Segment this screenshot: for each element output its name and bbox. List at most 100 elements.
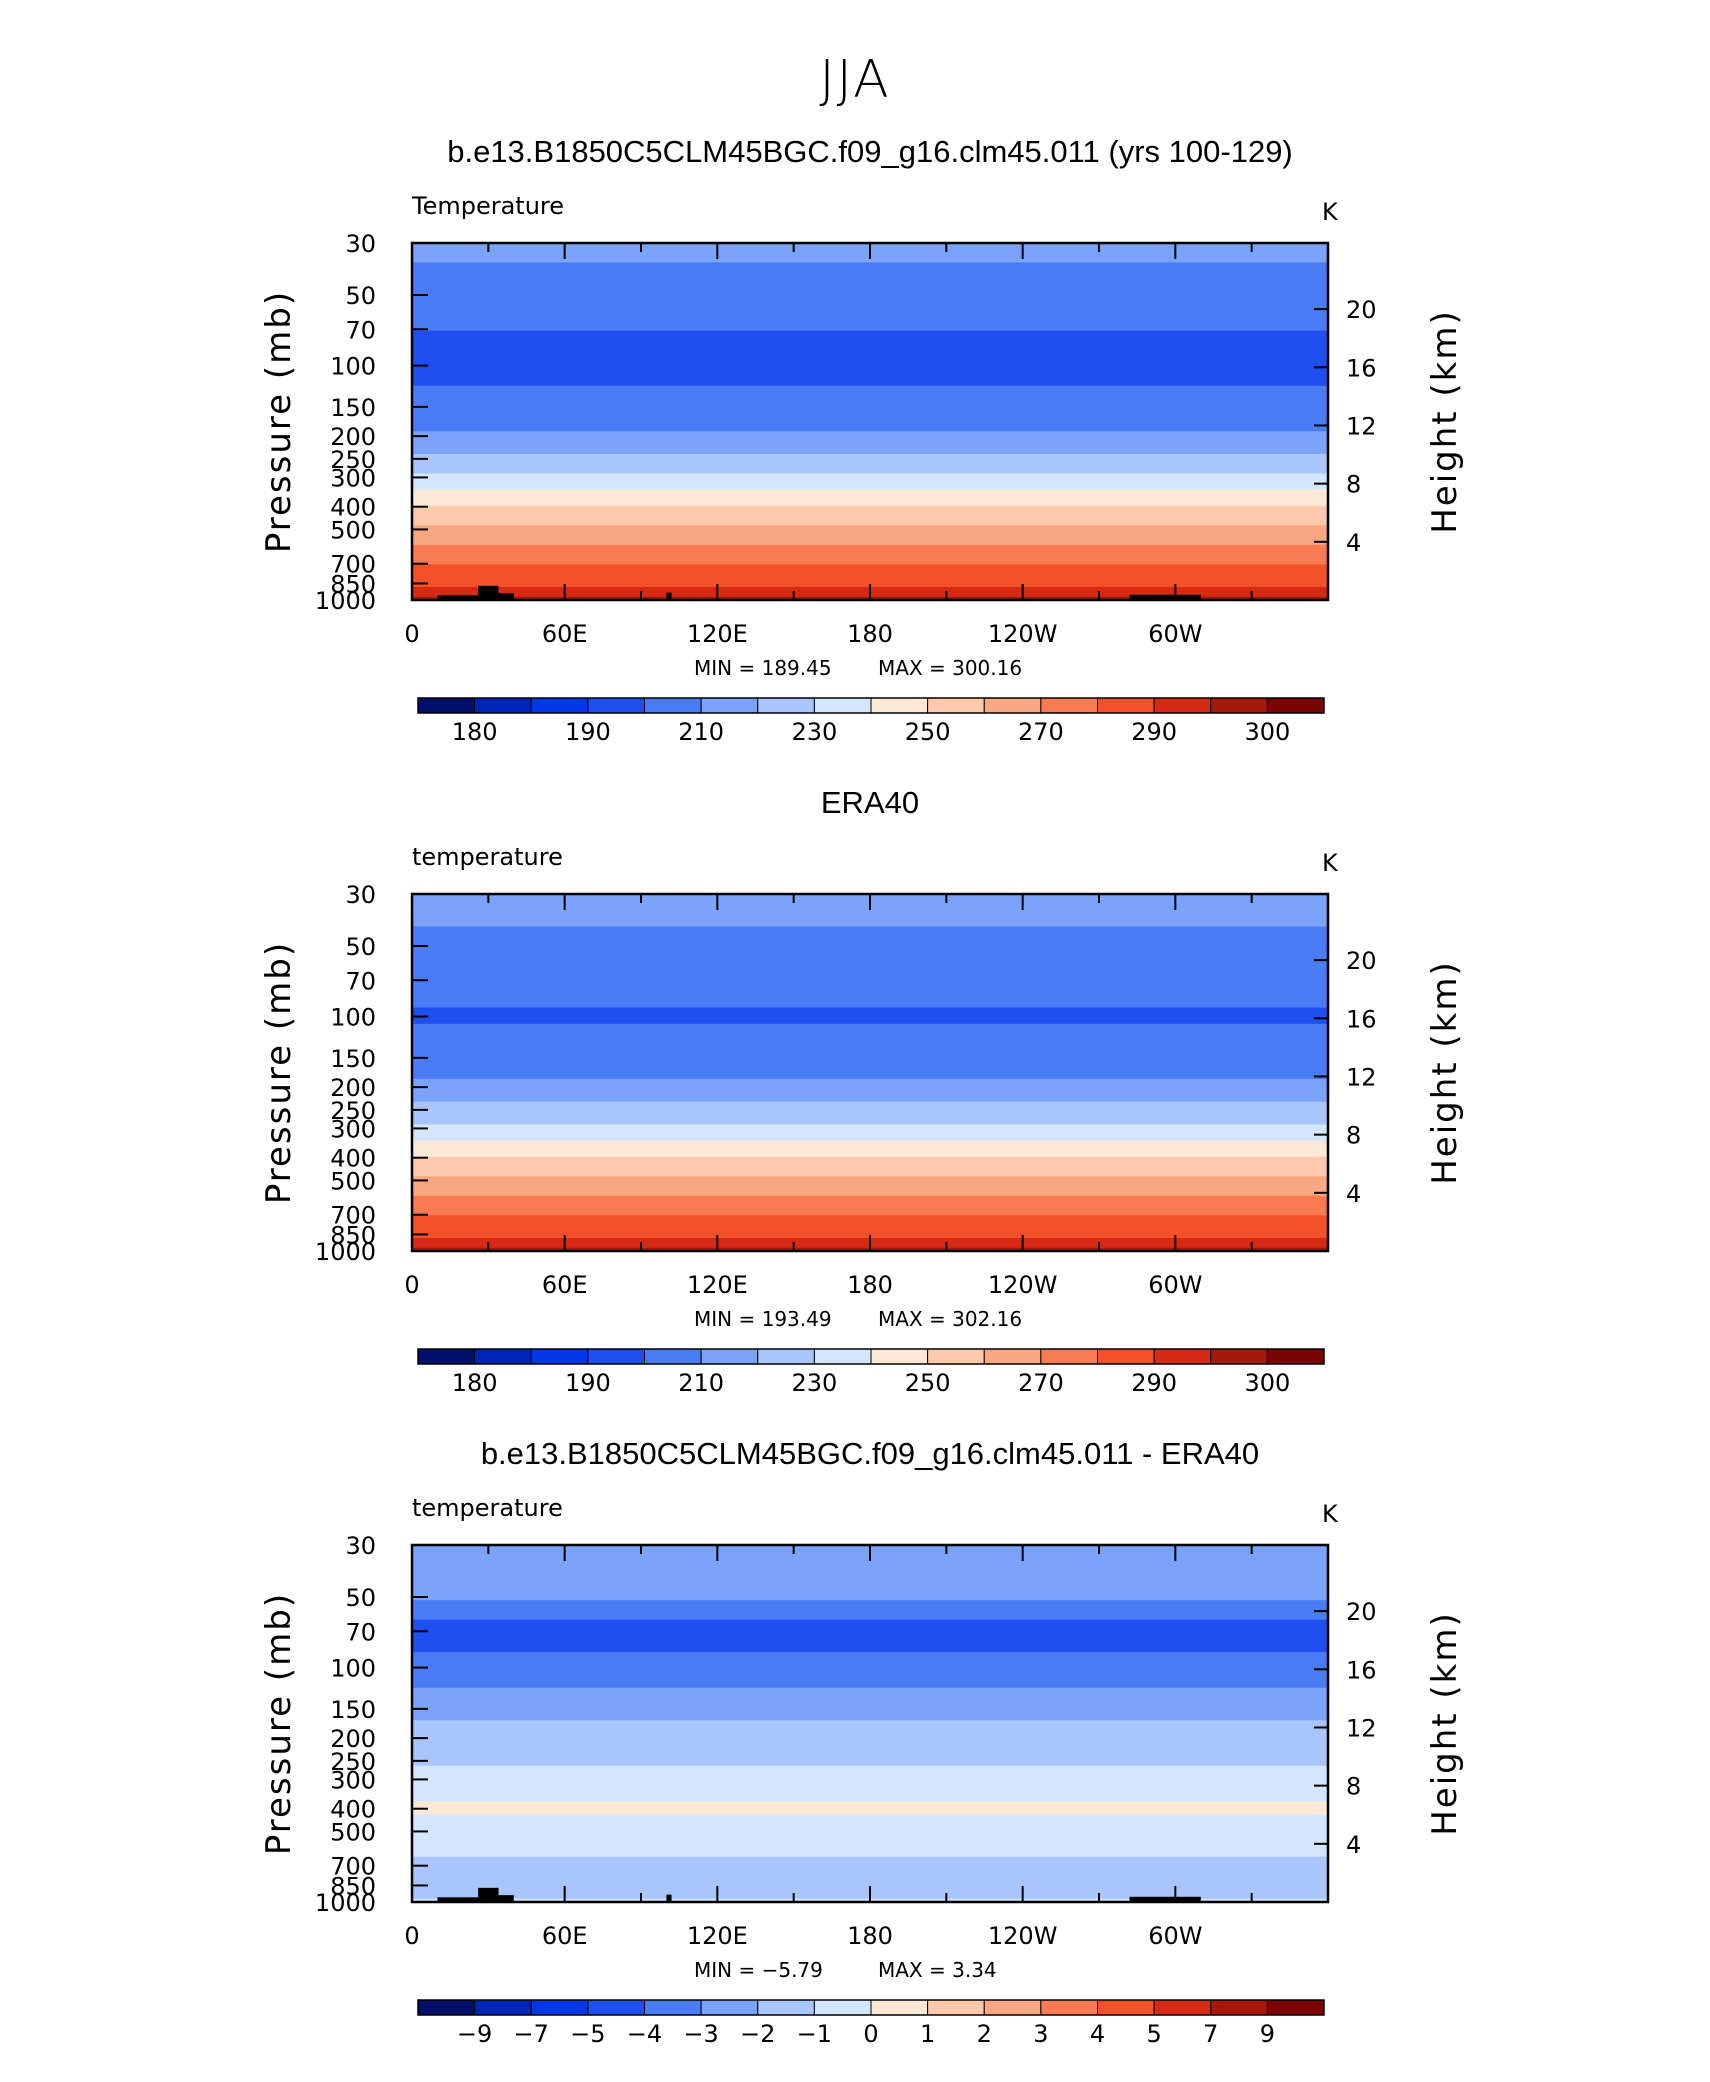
contour-band	[412, 919, 1328, 924]
contour-band	[412, 1619, 1328, 1624]
contour-band	[412, 1014, 1328, 1018]
contour-band	[412, 1811, 1328, 1815]
contour-band	[412, 1726, 1328, 1731]
contour-band	[412, 1004, 1328, 1009]
contour-band	[412, 942, 1328, 947]
y-tick-label: 500	[330, 1818, 376, 1846]
y-tick-label: 850	[330, 1221, 376, 1249]
x-tick-label: 120E	[687, 1922, 748, 1950]
contour-band	[412, 580, 1328, 585]
contour-band	[412, 1124, 1328, 1129]
colorbar-label: 210	[678, 1369, 724, 1397]
contour-band	[412, 923, 1328, 928]
contour-band	[412, 1616, 1328, 1621]
contour-band	[412, 1111, 1328, 1116]
contour-band	[412, 952, 1328, 957]
contour-band	[412, 1775, 1328, 1780]
colorbar-swatch	[700, 697, 759, 714]
contour-band	[412, 509, 1328, 513]
contour-band	[412, 431, 1328, 436]
contour-band	[412, 1642, 1328, 1647]
contour-band	[412, 1674, 1328, 1679]
contour-band	[412, 1059, 1328, 1064]
y-tick-label: 300	[330, 1115, 376, 1143]
contour-band	[412, 330, 1328, 335]
x-tick-label: 60W	[1148, 1922, 1202, 1950]
contour-band	[412, 343, 1328, 348]
contour-band	[412, 1824, 1328, 1828]
contour-band	[412, 1804, 1328, 1809]
y-tick-label: 400	[330, 1145, 376, 1173]
topography-mask	[666, 592, 672, 600]
contour-band	[412, 1101, 1328, 1106]
contour-band	[412, 1697, 1328, 1702]
contour-band	[412, 1704, 1328, 1708]
contour-band	[412, 389, 1328, 393]
contour-band	[412, 294, 1328, 299]
contour-band	[412, 1564, 1328, 1569]
contour-band	[412, 1218, 1328, 1223]
contour-band	[412, 971, 1328, 976]
contour-band	[412, 978, 1328, 983]
colorbar-swatch	[1210, 697, 1268, 714]
y-tick-label: 70	[345, 1618, 376, 1646]
contour-band	[412, 1817, 1328, 1822]
topography-mask	[437, 1897, 479, 1902]
contour-band	[412, 981, 1328, 986]
variable-label: temperature	[412, 1494, 563, 1522]
contour-band	[412, 1020, 1328, 1025]
contour-band	[412, 1866, 1328, 1871]
contour-band	[412, 1199, 1328, 1203]
contour-band	[412, 288, 1328, 293]
contour-band	[412, 939, 1328, 944]
contour-band	[412, 1658, 1328, 1663]
x-tick-label: 180	[847, 1271, 893, 1299]
panel-era40: ERA40 temperature K 0 60E 120E 180 120W 60W 30 50 7…	[0, 781, 1710, 1431]
contour-band	[412, 1882, 1328, 1887]
contour-band	[412, 1681, 1328, 1686]
y-tick-label: 30	[345, 230, 376, 258]
colorbar-swatch	[530, 1348, 589, 1365]
contour-band	[412, 1030, 1328, 1035]
contour-band	[412, 473, 1328, 478]
contour-band	[412, 932, 1328, 937]
contour-band	[412, 376, 1328, 380]
contour-band	[412, 1648, 1328, 1653]
colorbar-swatch	[700, 1348, 759, 1365]
colorbar-label: 250	[905, 718, 951, 746]
contour-band	[412, 1078, 1328, 1083]
colorbar-swatch	[1266, 1999, 1325, 2016]
contour-band	[412, 1798, 1328, 1802]
contour-band	[412, 1169, 1328, 1174]
y-axis-right: 20 16 12 8 4	[1314, 296, 1377, 557]
contour-band	[412, 1195, 1328, 1200]
colorbar-label: −3	[683, 2020, 718, 2048]
contour-band	[412, 265, 1328, 270]
colorbar-swatch	[700, 1999, 759, 2016]
contour-band	[412, 541, 1328, 546]
contour-band	[412, 1046, 1328, 1051]
colorbar-label: 230	[791, 718, 837, 746]
y-tick-label: 250	[330, 446, 376, 474]
contour-band	[412, 1671, 1328, 1676]
contour-band	[412, 577, 1328, 582]
contour-band	[412, 1746, 1328, 1751]
contour-band	[412, 1856, 1328, 1861]
colorbar-label: 270	[1018, 718, 1064, 746]
contour-band	[412, 1820, 1328, 1825]
contour-band	[412, 1001, 1328, 1005]
colorbar: 180 190 210 230 250 270 290 300	[417, 697, 1325, 746]
y-tick-label: 50	[345, 282, 376, 310]
y-right-tick-label: 8	[1346, 1773, 1361, 1801]
y-right-tick-label: 4	[1346, 1831, 1361, 1859]
y-tick-label: 1000	[315, 587, 376, 615]
contour-band	[412, 538, 1328, 543]
topography-mask	[437, 595, 479, 600]
y-right-tick-label: 8	[1346, 471, 1361, 499]
colorbar-swatch	[927, 697, 985, 714]
contour-band	[412, 926, 1328, 931]
contour-band	[412, 1830, 1328, 1835]
contour-band	[412, 1729, 1328, 1734]
